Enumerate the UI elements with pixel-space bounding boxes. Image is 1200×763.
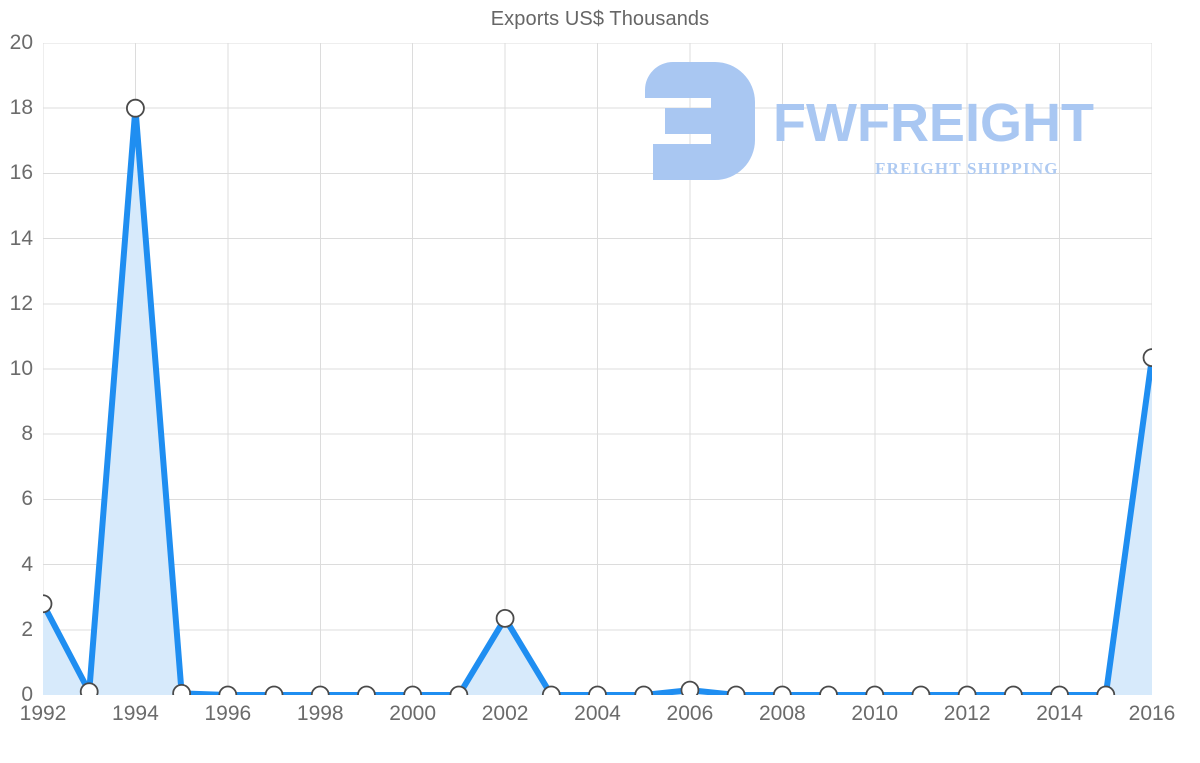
x-axis-tick-label: 2008 <box>758 702 806 725</box>
area-fill <box>43 108 1152 695</box>
data-point-marker <box>218 685 238 705</box>
x-axis-tick-label: 2012 <box>943 702 991 725</box>
data-point-marker <box>957 685 977 705</box>
y-axis-tick-label: 16 <box>9 161 33 185</box>
y-axis-tick-label: 0 <box>21 683 33 706</box>
data-point-marker <box>1003 685 1023 705</box>
y-axis-tick-label: 6 <box>21 487 33 511</box>
data-point-marker <box>172 683 192 703</box>
y-axis-tick-label: 12 <box>9 291 33 315</box>
data-point-marker <box>79 682 99 702</box>
y-axis-tick-label: 18 <box>9 96 33 120</box>
x-axis-tick-label: 2016 <box>1128 702 1176 725</box>
data-point-marker <box>772 685 792 705</box>
x-axis-tick-label: 1994 <box>112 702 159 725</box>
y-axis-tick-label: 10 <box>9 357 33 380</box>
data-point-marker <box>264 685 284 705</box>
data-point-marker <box>911 685 931 705</box>
x-axis-tick-label: 2002 <box>481 702 529 725</box>
data-point-marker <box>403 685 423 705</box>
data-point-marker <box>1050 685 1069 705</box>
y-axis-tick-label: 2 <box>21 617 33 641</box>
data-point-marker <box>680 680 700 700</box>
data-point-marker <box>449 685 469 705</box>
data-point-marker <box>588 685 607 705</box>
data-point-marker <box>726 685 746 705</box>
x-axis-tick-label: 2010 <box>851 702 899 725</box>
x-axis-tick-label: 1998 <box>296 702 344 725</box>
chart-title: Exports US$ Thousands <box>490 8 710 30</box>
data-point-marker <box>865 685 885 705</box>
y-axis-tick-label: 20 <box>9 31 33 54</box>
x-axis-tick-label: 2000 <box>389 702 437 725</box>
data-point-marker <box>1142 348 1162 367</box>
data-point-marker <box>33 594 53 614</box>
plot-area <box>33 42 1162 705</box>
data-point-marker <box>819 685 838 705</box>
data-point-marker <box>541 685 561 705</box>
y-axis-tick-label: 4 <box>21 552 33 576</box>
y-axis-tick-label: 8 <box>21 422 33 446</box>
data-point-marker <box>1096 685 1116 705</box>
data-point-marker <box>634 685 654 705</box>
x-axis-tick-label: 1996 <box>204 702 252 725</box>
x-axis-tick-label: 2006 <box>666 702 714 725</box>
x-axis-tick-label: 2014 <box>1036 702 1083 725</box>
data-point-marker <box>310 685 330 705</box>
x-axis-tick-label: 1992 <box>19 702 67 725</box>
data-point-marker <box>126 98 145 118</box>
y-axis-tick-labels: 0 2 4 6 8 10 12 14 16 18 20 <box>0 0 33 763</box>
x-axis-tick-labels: 1992 1994 1996 1998 2000 2002 2004 2006 2008 2010… <box>0 703 1200 743</box>
x-axis-tick-label: 2004 <box>574 702 621 725</box>
data-point-marker <box>495 608 515 628</box>
chart-plot-svg <box>33 42 1162 705</box>
y-axis-tick-label: 14 <box>9 226 33 250</box>
data-point-marker <box>357 685 376 705</box>
